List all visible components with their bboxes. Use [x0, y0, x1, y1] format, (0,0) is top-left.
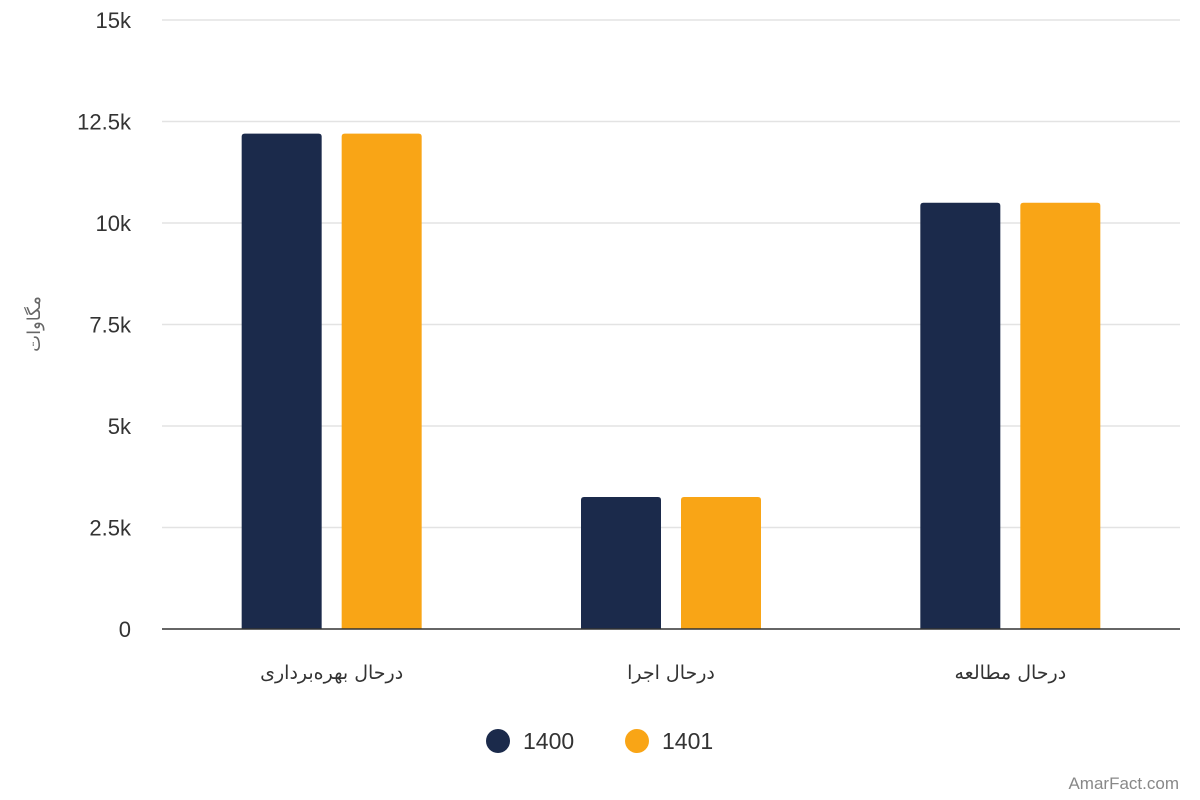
y-tick-label: 2.5k [89, 516, 132, 541]
x-axis-category-labels: درحال بهره‌برداری درحال اجرا درحال مطالعه [260, 662, 1066, 684]
bars [241, 133, 1101, 629]
legend-label: 1401 [662, 728, 713, 754]
y-tick-label: 7.5k [89, 313, 132, 338]
legend-label: 1400 [523, 728, 574, 754]
bar-1400-0[interactable] [241, 133, 322, 629]
legend-swatch [486, 729, 510, 753]
legend-swatch [625, 729, 649, 753]
bar-1400-2[interactable] [920, 202, 1001, 629]
y-axis-tick-labels: 0 2.5k 5k 7.5k 10k 12.5k 15k [77, 8, 132, 642]
y-tick-label: 15k [96, 8, 132, 33]
legend: 1400 1401 [486, 728, 713, 754]
y-tick-label: 5k [108, 414, 132, 439]
bar-1401-0[interactable] [341, 133, 422, 629]
bar-1401-1[interactable] [681, 497, 761, 629]
legend-item-1400[interactable]: 1400 [486, 728, 574, 754]
y-axis-title: مگاوات [23, 296, 45, 352]
watermark-text: AmarFact.com [1068, 774, 1179, 793]
bar-1401-2[interactable] [1020, 202, 1101, 629]
legend-item-1401[interactable]: 1401 [625, 728, 713, 754]
y-tick-label: 12.5k [77, 110, 132, 135]
x-category-label: درحال اجرا [627, 662, 715, 684]
x-category-label: درحال بهره‌برداری [260, 662, 403, 684]
x-category-label: درحال مطالعه [954, 662, 1066, 684]
bar-1400-1[interactable] [581, 497, 661, 629]
y-tick-label: 10k [96, 211, 132, 236]
y-tick-label: 0 [119, 617, 131, 642]
grid-lines [162, 19, 1180, 529]
